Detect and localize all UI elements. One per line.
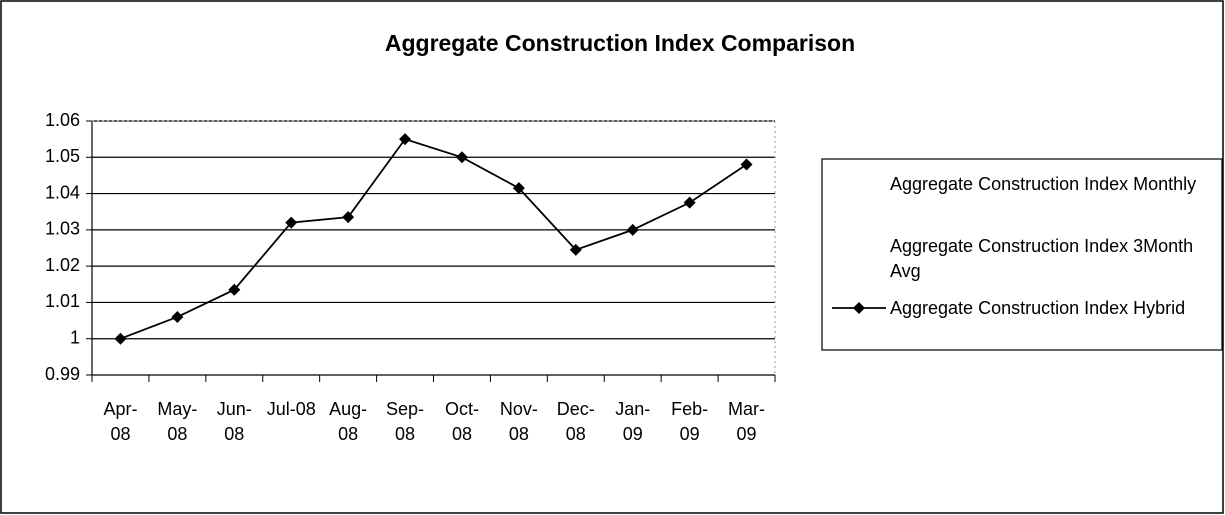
data-point [512,182,525,195]
y-tick-label: 1.03 [45,219,80,239]
legend-label: Aggregate Construction Index Hybrid [890,298,1186,318]
legend-label: Aggregate Construction Index Monthly [890,174,1197,194]
data-point [171,310,184,323]
data-point [114,332,127,345]
y-tick-label: 1.01 [45,291,80,311]
y-tick-label: 1.02 [45,255,80,275]
data-point [740,158,753,171]
data-point [285,216,298,229]
y-tick-label: 1.05 [45,146,80,166]
x-tick-label: Nov-08 [499,399,538,444]
data-point [399,133,412,146]
y-tick-label: 0.99 [45,364,80,384]
series-line [120,138,748,340]
x-tick-label: Feb-09 [671,399,709,444]
legend-box [821,158,1223,351]
legend-label: Aggregate Construction Index 3Month Avg [890,236,1194,281]
chart-title: Aggregate Construction Index Comparison [385,30,855,56]
x-tick-label: Apr-08 [103,399,138,444]
x-tick-label: May-08 [157,399,198,444]
y-tick-label: 1 [70,327,80,347]
x-tick-label: Jun-08 [216,399,252,444]
x-tick-label: Jan-09 [615,399,651,444]
legend-marker [853,302,865,314]
x-tick-label: Jul-08 [266,399,316,419]
legend-marker [853,240,865,252]
data-point [569,243,582,256]
x-tick-label: Oct-08 [444,399,479,444]
legend-marker [853,178,865,190]
x-tick-label: Mar-09 [728,399,766,444]
y-tick-label: 1.04 [45,182,80,202]
data-point [342,211,355,224]
data-point [228,283,241,296]
data-point [683,196,696,209]
x-tick-label: Sep-08 [386,399,425,444]
x-tick-label: Aug-08 [329,399,368,444]
y-tick-label: 1.06 [45,110,80,130]
data-point [626,223,639,236]
x-tick-label: Dec-08 [556,399,595,444]
data-point [455,151,468,164]
